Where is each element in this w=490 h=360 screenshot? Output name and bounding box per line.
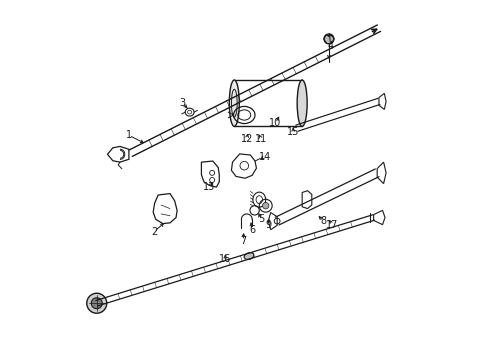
Text: 13: 13 [203, 182, 216, 192]
Ellipse shape [297, 80, 307, 126]
Text: 6: 6 [249, 225, 255, 235]
Circle shape [91, 298, 102, 309]
Text: 2: 2 [151, 227, 157, 237]
Text: 11: 11 [255, 134, 267, 144]
Circle shape [263, 203, 269, 209]
Text: 1: 1 [126, 130, 132, 140]
Text: 14: 14 [259, 152, 271, 162]
Text: 12: 12 [241, 134, 253, 144]
Circle shape [87, 293, 107, 313]
Text: 4: 4 [328, 41, 334, 51]
Text: 15: 15 [287, 127, 299, 137]
Text: 9: 9 [265, 220, 271, 230]
Text: 10: 10 [269, 118, 281, 128]
Text: 5: 5 [258, 214, 264, 224]
Ellipse shape [244, 253, 254, 260]
Text: 8: 8 [320, 216, 327, 226]
Circle shape [324, 34, 334, 44]
Text: 3: 3 [179, 98, 186, 108]
Text: 7: 7 [240, 236, 246, 246]
Text: 16: 16 [219, 253, 231, 264]
Text: 17: 17 [326, 220, 339, 230]
Ellipse shape [229, 80, 239, 126]
